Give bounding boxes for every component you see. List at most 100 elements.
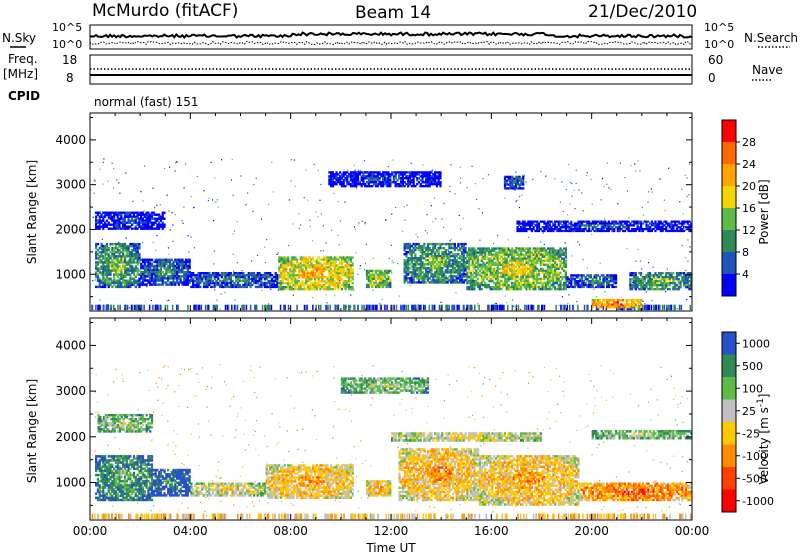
ground-scatter-cell bbox=[369, 305, 371, 310]
freq-traces bbox=[90, 69, 692, 75]
nsky-label: N.Sky bbox=[2, 31, 36, 45]
ground-scatter-cell bbox=[512, 305, 514, 310]
ground-scatter-cell bbox=[406, 305, 408, 310]
ground-scatter-cell bbox=[271, 305, 273, 310]
ground-scatter-cell bbox=[134, 305, 136, 310]
ground-scatter-cell bbox=[478, 305, 480, 310]
ground-scatter-cell bbox=[561, 305, 563, 310]
ground-scatter-cell bbox=[411, 305, 413, 310]
ground-scatter-cell bbox=[320, 305, 322, 310]
ground-scatter-cell bbox=[284, 305, 286, 310]
echo-cell bbox=[109, 273, 111, 275]
ground-scatter-cell bbox=[216, 305, 218, 310]
ground-scatter-cell bbox=[117, 305, 119, 310]
noise-tick-left-low: 10^0 bbox=[52, 38, 82, 51]
freq-label: Freq. bbox=[8, 52, 38, 66]
ground-scatter-cell bbox=[503, 305, 505, 310]
echo-cell bbox=[679, 286, 681, 288]
ground-scatter-cell bbox=[363, 305, 365, 310]
echo-region bbox=[504, 176, 524, 190]
ground-scatter-cell bbox=[237, 305, 239, 310]
ground-scatter-cell bbox=[336, 305, 338, 310]
echo-cell bbox=[615, 282, 617, 284]
ground-scatter-cell bbox=[587, 305, 589, 310]
ground-scatter-cell bbox=[269, 305, 271, 310]
ground-scatter-cell bbox=[653, 305, 655, 310]
ground-scatter-cell bbox=[246, 305, 248, 310]
nsearch-trace bbox=[90, 42, 692, 45]
ground-scatter-cell bbox=[318, 305, 320, 310]
echo-cell bbox=[640, 299, 642, 302]
echo-cell bbox=[352, 264, 354, 266]
echo-cell bbox=[473, 288, 475, 290]
ground-scatter-cell bbox=[113, 305, 115, 310]
ground-scatter-cell bbox=[159, 305, 161, 310]
echo-cell bbox=[477, 278, 479, 280]
ground-scatter-cell bbox=[307, 305, 309, 310]
echo-cell bbox=[565, 266, 567, 268]
echo-cell bbox=[683, 230, 685, 232]
ground-scatter-cell bbox=[187, 305, 189, 310]
echo-region bbox=[140, 259, 191, 286]
ground-scatter-cell bbox=[671, 305, 673, 310]
echo-cell bbox=[522, 187, 524, 189]
echo-cell bbox=[481, 288, 483, 290]
ground-scatter-cell bbox=[361, 305, 363, 310]
ground-scatter-cell bbox=[492, 305, 494, 310]
ground-scatter-cell bbox=[235, 305, 237, 310]
ground-scatter-cell bbox=[537, 305, 539, 310]
ground-scatter-cell bbox=[469, 305, 471, 310]
echo-cell bbox=[640, 306, 642, 309]
echo-cell bbox=[138, 286, 140, 288]
ground-scatter-cell bbox=[325, 305, 327, 310]
ground-scatter-cell bbox=[119, 305, 121, 310]
echo-cell bbox=[352, 278, 354, 280]
ground-scatter-cell bbox=[103, 305, 105, 310]
ground-scatter-cell bbox=[288, 305, 290, 310]
echo-cell bbox=[138, 247, 140, 249]
echo-region bbox=[629, 272, 692, 290]
echo-cell bbox=[565, 288, 567, 290]
ground-scatter-cell bbox=[167, 305, 169, 310]
freq-unit-label: [MHz] bbox=[3, 67, 38, 81]
ground-scatter-cell bbox=[681, 305, 683, 310]
ground-scatter-cell bbox=[99, 305, 101, 310]
echo-cell bbox=[389, 270, 391, 272]
noise-tick-right-low: 10^0 bbox=[704, 38, 734, 51]
ground-scatter-cell bbox=[659, 305, 661, 310]
ground-scatter-cell bbox=[250, 305, 252, 310]
ground-scatter-cell bbox=[429, 305, 431, 310]
echo-cell bbox=[622, 299, 624, 302]
ground-scatter-cell bbox=[452, 305, 454, 310]
echo-region bbox=[466, 247, 567, 290]
nave-tick-high: 60 bbox=[708, 53, 723, 67]
ground-scatter-cell bbox=[668, 305, 670, 310]
ground-scatter-cell bbox=[172, 305, 174, 310]
ground-scatter-cell bbox=[459, 305, 461, 310]
ground-scatter-cell bbox=[408, 305, 410, 310]
ground-scatter-cell bbox=[335, 305, 337, 310]
ground-scatter-cell bbox=[396, 305, 398, 310]
ground-scatter-cell bbox=[357, 305, 359, 310]
ground-scatter-cell bbox=[425, 305, 427, 310]
echo-cell bbox=[97, 243, 99, 245]
echo-cell bbox=[613, 230, 615, 232]
echo-cell bbox=[520, 288, 522, 290]
ground-scatter-cell bbox=[376, 305, 378, 310]
ground-scatter-cell bbox=[208, 305, 210, 310]
ground-scatter-cell bbox=[658, 305, 660, 310]
echo-cell bbox=[439, 177, 441, 179]
echo-cell bbox=[189, 267, 191, 269]
ground-scatter-cell bbox=[176, 305, 178, 310]
ground-scatter-cell bbox=[651, 305, 653, 310]
echo-region bbox=[366, 270, 391, 288]
ground-scatter-cell bbox=[456, 305, 458, 310]
ground-scatter-cell bbox=[642, 305, 644, 310]
ground-scatter-cell bbox=[348, 305, 350, 310]
ground-scatter-cell bbox=[644, 305, 646, 310]
date-title: 21/Dec/2010 bbox=[588, 2, 697, 22]
ground-scatter-cell bbox=[194, 305, 196, 310]
ground-scatter-cell bbox=[242, 305, 244, 310]
noise-tick-left-high: 10^5 bbox=[52, 21, 82, 34]
